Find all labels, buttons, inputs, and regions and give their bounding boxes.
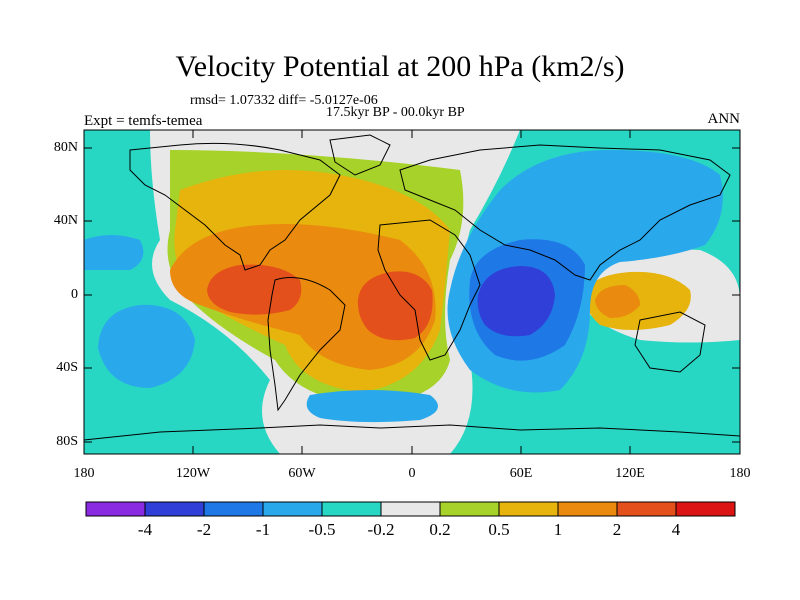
coastline-antarctica xyxy=(84,424,740,441)
lat-ticks xyxy=(84,147,740,443)
lat-label-80s: 80S xyxy=(56,434,78,449)
lat-label-40s: 40S xyxy=(56,360,78,375)
coastline-africa xyxy=(377,219,481,361)
period-label: 17.5kyr BP - 00.0kyr BP xyxy=(326,105,465,120)
colorbar-label-2: -2 xyxy=(196,520,212,539)
colorbar-box-5 xyxy=(321,501,382,517)
colorbar-label-9: 2 xyxy=(612,520,622,539)
positive-max-east xyxy=(357,271,433,341)
lon-ticks xyxy=(83,130,741,454)
colorbar-box-9 xyxy=(557,501,618,517)
colorbar xyxy=(85,501,736,517)
coastline-eurasia xyxy=(399,144,731,281)
positive-max-west xyxy=(207,264,302,315)
experiment-label: Expt = temfs-temea xyxy=(84,113,203,129)
negative-region-east-pacific xyxy=(84,235,144,270)
coastline-australia xyxy=(634,311,706,373)
coastline-south-america xyxy=(267,277,346,412)
colorbar-box-2 xyxy=(144,501,205,517)
colorbar-label-1: -4 xyxy=(137,520,153,539)
season-label: ANN xyxy=(707,111,741,127)
colorbar-label-8: 1 xyxy=(553,520,563,539)
lon-label-0: 0 xyxy=(408,466,416,481)
coastline-north-america xyxy=(129,142,341,271)
colorbar-box-3 xyxy=(203,501,264,517)
colorbar-box-6 xyxy=(380,501,441,517)
lon-label-180e: 180 xyxy=(729,466,751,481)
coastline-greenland xyxy=(329,134,391,176)
colorbar-box-4 xyxy=(262,501,323,517)
lon-label-120e: 120E xyxy=(615,466,645,481)
colorbar-label-5: -0.2 xyxy=(367,520,395,539)
lon-label-60w: 60W xyxy=(288,466,316,481)
map-title: Velocity Potential at 200 hPa (km2/s) xyxy=(175,50,625,83)
lon-label-60e: 60E xyxy=(509,466,533,481)
colorbar-label-10: 4 xyxy=(671,520,681,539)
lon-label-120w: 120W xyxy=(175,466,211,481)
positive-region-level3 xyxy=(170,224,436,370)
colorbar-box-7 xyxy=(439,501,500,517)
stats-label: rmsd= 1.07332 diff= -5.0127e-06 xyxy=(190,93,378,108)
negative-region-south-pacific xyxy=(98,304,195,388)
colorbar-label-4: -0.5 xyxy=(308,520,336,539)
lat-label-80n: 80N xyxy=(53,140,78,155)
colorbar-box-10 xyxy=(616,501,677,517)
colorbar-label-3: -1 xyxy=(255,520,271,539)
negative-min-indian-ocean xyxy=(477,266,555,337)
contour-field xyxy=(84,130,740,454)
positive-max-maritime xyxy=(595,285,640,318)
colorbar-box-1 xyxy=(85,501,146,517)
lat-label-0: 0 xyxy=(71,287,78,302)
lon-label-180w: 180 xyxy=(73,466,95,481)
colorbar-box-8 xyxy=(498,501,559,517)
colorbar-box-11 xyxy=(675,501,736,517)
negative-region-south-atlantic xyxy=(306,390,438,423)
coastlines xyxy=(84,134,740,441)
lat-label-40n: 40N xyxy=(53,213,78,228)
colorbar-label-6: 0.2 xyxy=(429,520,451,539)
colorbar-label-7: 0.5 xyxy=(488,520,510,539)
